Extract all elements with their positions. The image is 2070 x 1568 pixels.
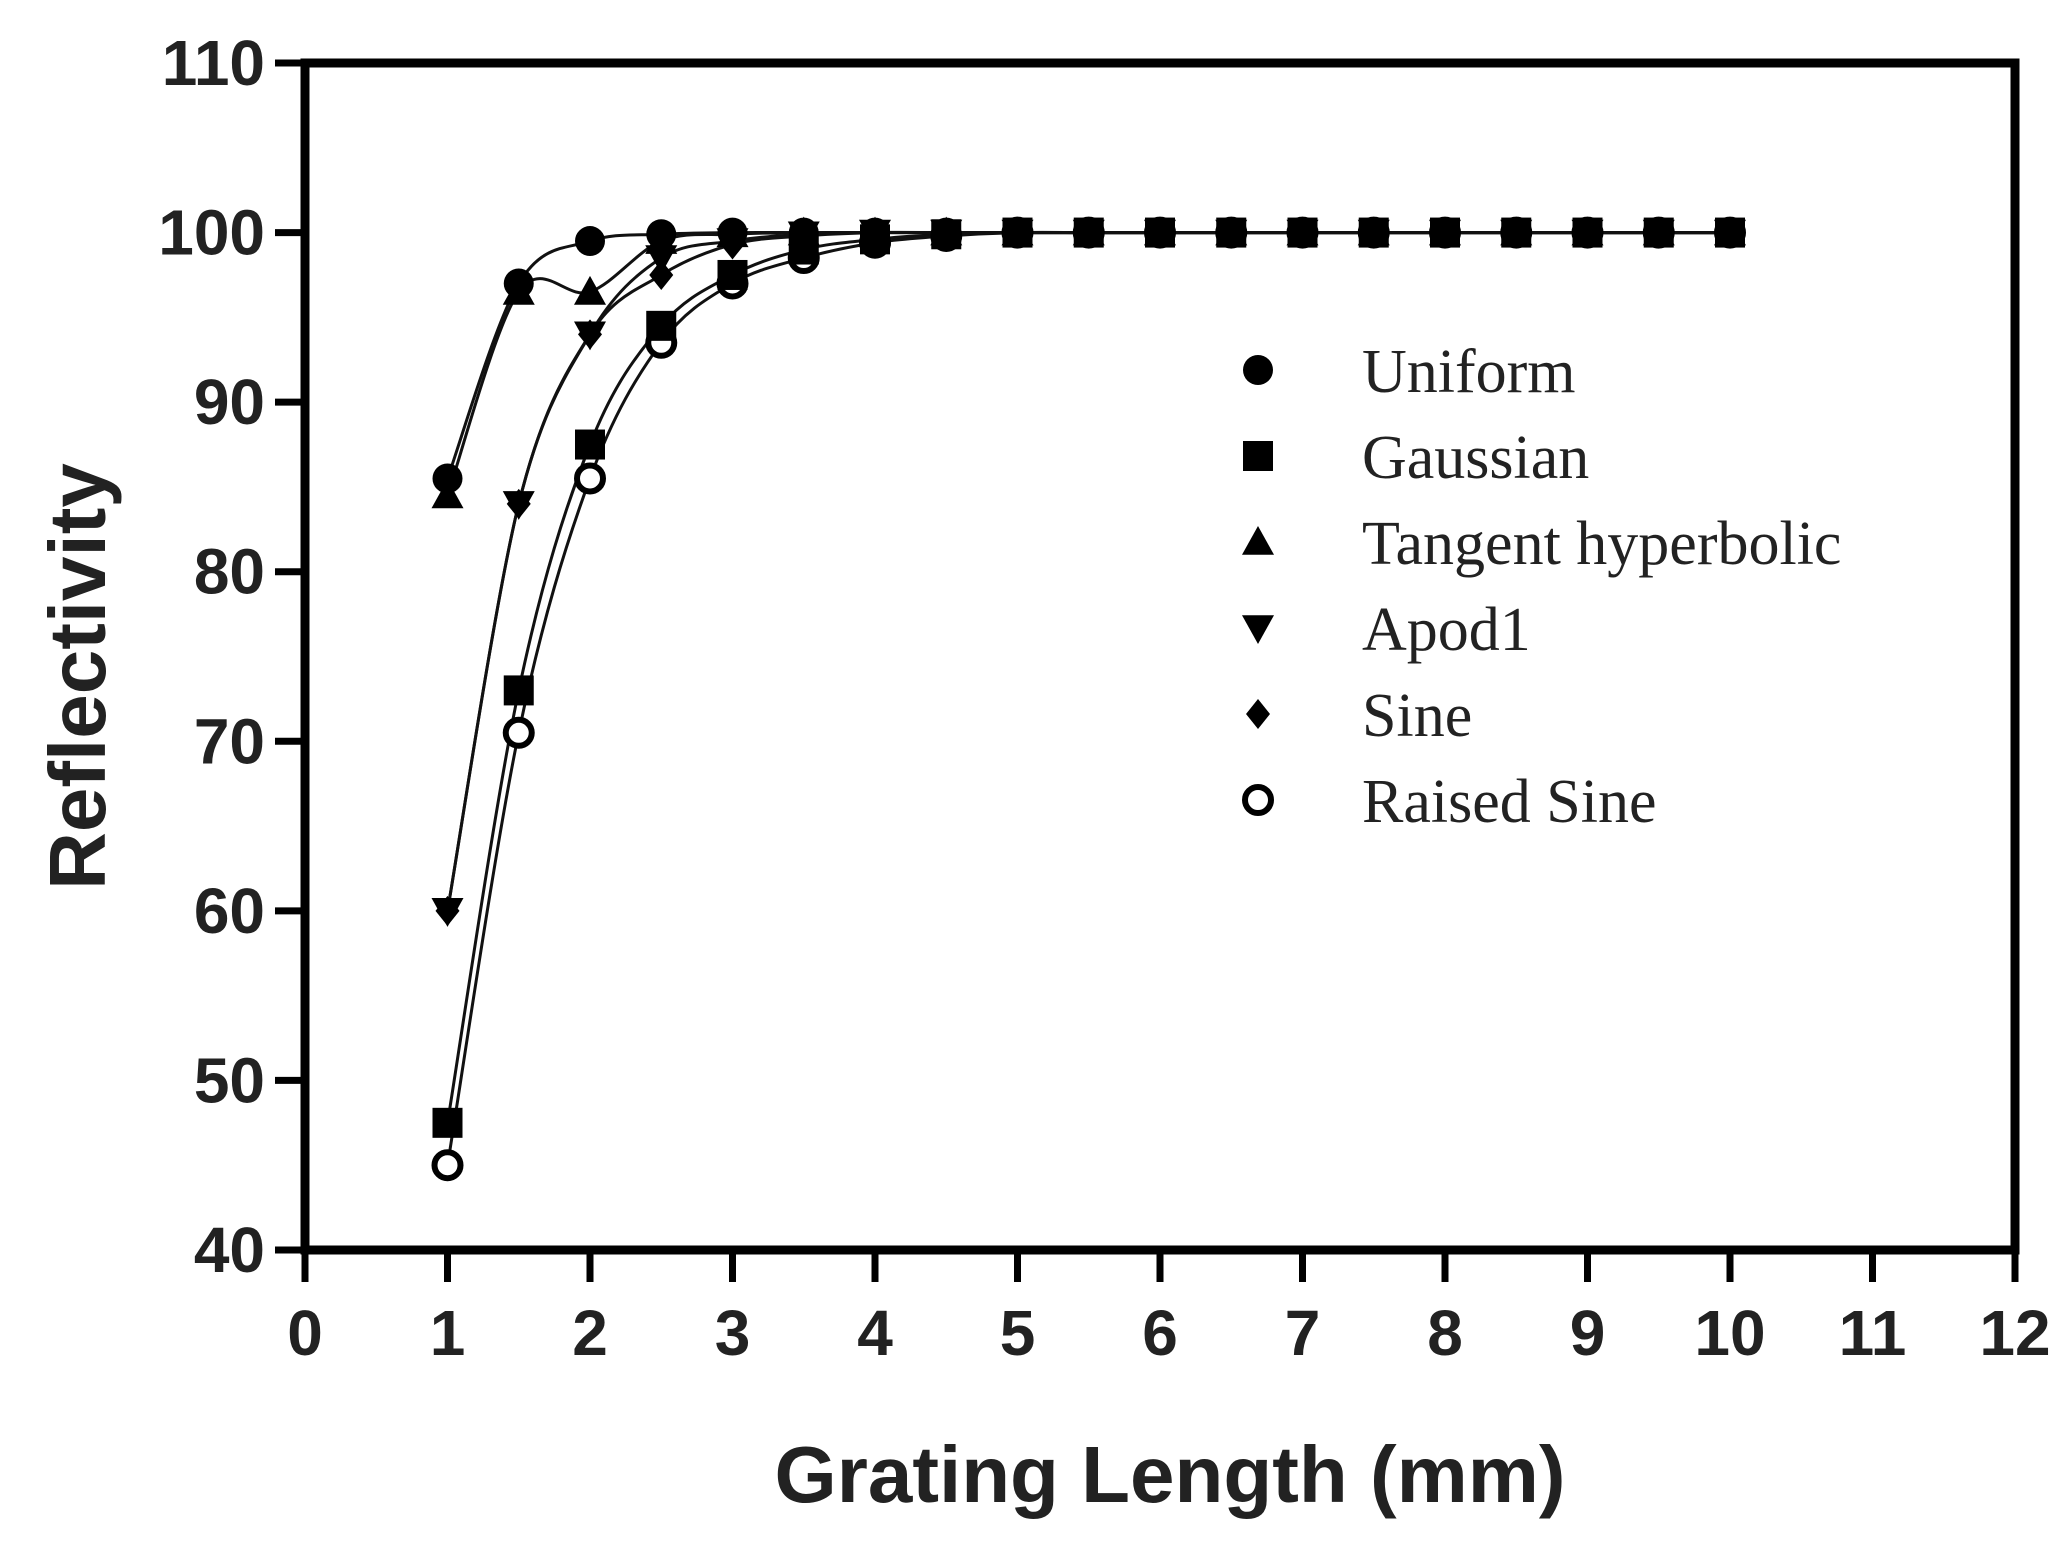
x-tick-label: 7 (1285, 1297, 1321, 1369)
y-tick-label: 40 (194, 1214, 265, 1286)
data-point-gaussian (717, 259, 748, 290)
data-point-uniform (931, 217, 962, 248)
data-point-uniform (1287, 217, 1318, 248)
legend-marker-apod1 (1242, 615, 1274, 644)
legend-label-apod1: Apod1 (1362, 596, 1531, 664)
x-tick-label: 11 (1839, 1297, 1907, 1369)
legend-label-gaussian: Gaussian (1362, 424, 1589, 492)
data-point-gaussian (646, 310, 677, 341)
legend-marker-sine (1246, 699, 1270, 729)
legend-marker-raised-sine (1242, 784, 1274, 816)
y-tick-label: 100 (158, 197, 265, 269)
series-markers (431, 216, 1746, 1182)
y-axis-title: Reflectivity (33, 463, 122, 890)
legend-marker-uniform (1243, 355, 1273, 385)
data-point-uniform (432, 463, 463, 494)
data-point-sine (649, 259, 674, 290)
data-point-tangent-hyperbolic (574, 275, 606, 305)
legend-marker-tangent-hyperbolic (1242, 526, 1274, 555)
data-point-uniform (1643, 217, 1674, 248)
data-point-uniform (575, 226, 605, 257)
data-point-uniform (1572, 217, 1603, 248)
data-point-uniform (503, 268, 534, 299)
y-tick-label: 110 (162, 27, 265, 99)
data-point-apod1 (502, 491, 535, 520)
x-tick-label: 10 (1694, 1297, 1765, 1369)
x-axis-title: Grating Length (mm) (774, 1430, 1565, 1519)
data-point-apod1 (431, 898, 464, 927)
legend-marker-gaussian (1243, 441, 1273, 471)
data-point-uniform (717, 217, 748, 248)
data-point-uniform (1715, 217, 1745, 248)
data-point-uniform (646, 219, 677, 250)
y-tick-label: 50 (194, 1044, 265, 1116)
data-point-tangent-hyperbolic (431, 479, 464, 509)
legend-label-uniform: Uniform (1362, 338, 1576, 406)
legend: Uniform Gaussian Tangent hyperbolic Apod1 Si… (1242, 338, 1841, 836)
y-axis-ticks: 40 50 60 70 80 90 100 110 (158, 27, 305, 1286)
x-tick-label: 0 (287, 1297, 323, 1369)
data-point-uniform (1358, 217, 1389, 248)
x-tick-label: 2 (572, 1297, 608, 1369)
x-tick-label: 4 (857, 1297, 893, 1369)
x-tick-label: 1 (430, 1297, 466, 1369)
data-point-uniform (860, 217, 890, 248)
x-tick-label: 8 (1427, 1297, 1463, 1369)
y-tick-label: 90 (194, 366, 265, 438)
data-point-uniform (1073, 217, 1104, 248)
legend-label-tangent-hyperbolic: Tangent hyperbolic (1362, 510, 1841, 578)
x-tick-label: 5 (1000, 1297, 1036, 1369)
y-tick-label: 60 (194, 875, 265, 947)
data-point-uniform (1002, 217, 1033, 248)
data-point-raised-sine (431, 1149, 464, 1182)
x-axis-ticks: 0 1 2 3 4 5 6 7 8 9 10 11 12 (287, 1250, 2051, 1369)
data-point-uniform (1430, 217, 1460, 248)
data-point-raised-sine (502, 716, 535, 749)
data-point-gaussian (432, 1107, 463, 1138)
y-tick-label: 80 (194, 536, 265, 608)
data-point-raised-sine (574, 462, 606, 495)
legend-label-raised-sine: Raised Sine (1362, 768, 1656, 836)
x-tick-label: 9 (1570, 1297, 1606, 1369)
data-point-apod1 (574, 321, 606, 351)
data-point-gaussian (575, 429, 605, 460)
data-point-uniform (1145, 217, 1175, 248)
data-point-uniform (1216, 217, 1247, 248)
data-point-uniform (788, 217, 819, 248)
data-point-uniform (1501, 217, 1532, 248)
x-tick-label: 12 (1979, 1297, 2050, 1369)
data-point-gaussian (503, 675, 534, 706)
legend-label-sine: Sine (1362, 682, 1472, 750)
x-tick-label: 6 (1142, 1297, 1178, 1369)
y-tick-label: 70 (194, 705, 265, 777)
x-tick-label: 3 (715, 1297, 751, 1369)
